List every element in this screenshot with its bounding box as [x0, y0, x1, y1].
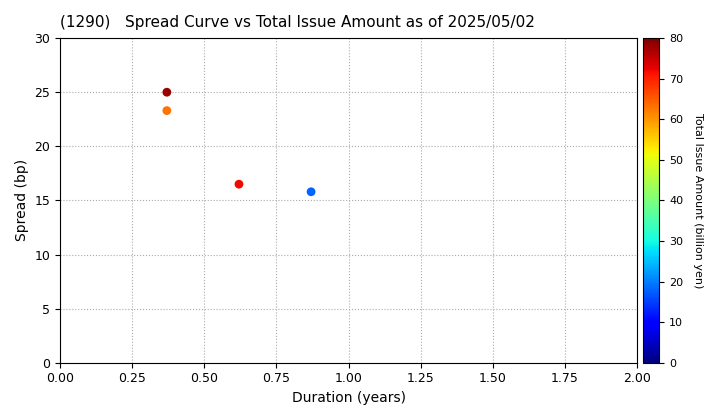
- Y-axis label: Total Issue Amount (billion yen): Total Issue Amount (billion yen): [693, 113, 703, 288]
- Y-axis label: Spread (bp): Spread (bp): [15, 159, 29, 242]
- Text: (1290)   Spread Curve vs Total Issue Amount as of 2025/05/02: (1290) Spread Curve vs Total Issue Amoun…: [60, 15, 535, 30]
- X-axis label: Duration (years): Duration (years): [292, 391, 405, 405]
- Point: [161, 107, 173, 114]
- Point: [233, 181, 245, 188]
- Point: [305, 189, 317, 195]
- Point: [161, 89, 173, 96]
